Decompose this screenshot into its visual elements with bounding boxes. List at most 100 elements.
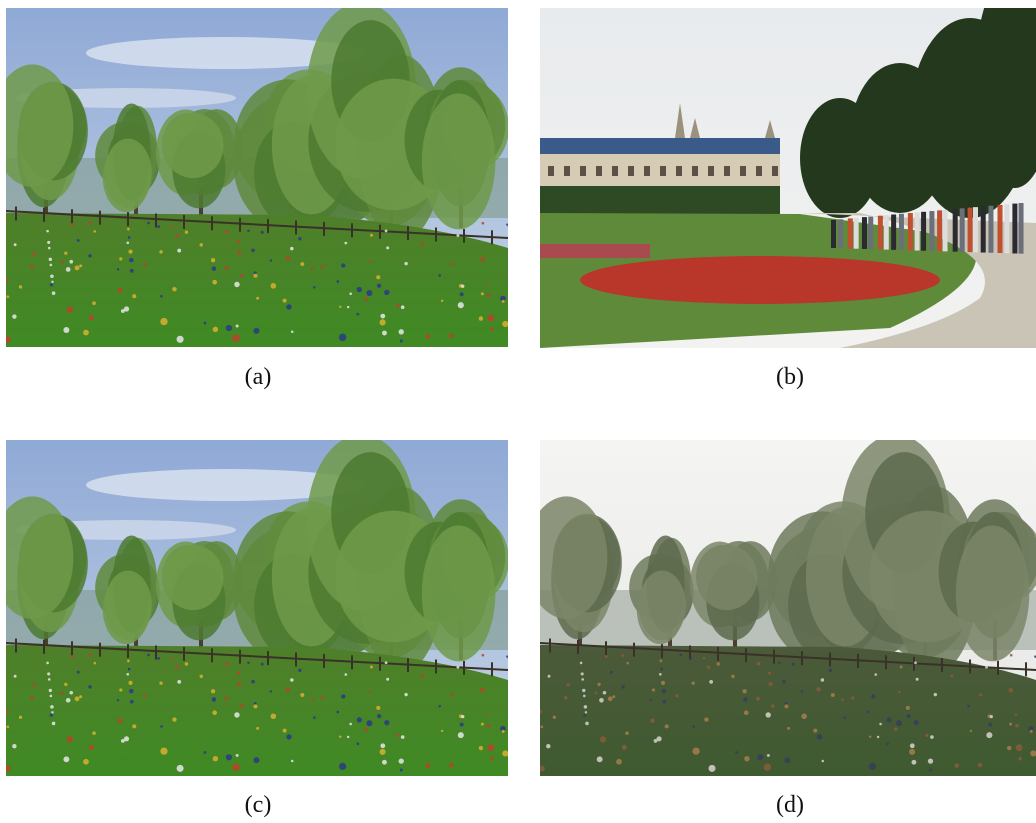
flower xyxy=(894,727,897,730)
flower xyxy=(160,725,163,728)
flower xyxy=(185,662,188,665)
flower xyxy=(1009,688,1013,692)
flower xyxy=(377,714,381,718)
flower xyxy=(128,668,131,671)
person xyxy=(899,214,904,250)
flower xyxy=(47,241,50,244)
flower xyxy=(175,234,178,237)
flower xyxy=(458,302,464,308)
flower xyxy=(954,763,959,768)
flower xyxy=(660,660,663,663)
foliage xyxy=(696,545,757,610)
flower xyxy=(692,725,695,728)
flower xyxy=(450,693,453,696)
person xyxy=(937,210,942,251)
flower xyxy=(356,313,359,316)
flower xyxy=(735,751,738,754)
flower xyxy=(357,717,362,722)
flower xyxy=(237,251,241,255)
flower xyxy=(92,301,96,305)
flower xyxy=(928,758,933,763)
flower xyxy=(482,654,485,657)
person xyxy=(973,207,978,252)
flower xyxy=(986,732,992,738)
flower xyxy=(83,759,89,765)
window xyxy=(756,166,762,176)
flower xyxy=(6,295,9,298)
grass xyxy=(6,645,508,776)
flower xyxy=(336,711,339,714)
flower xyxy=(581,672,584,675)
flower xyxy=(313,716,316,719)
flower xyxy=(900,666,903,669)
flower xyxy=(124,736,129,741)
flower xyxy=(460,723,464,727)
flower xyxy=(597,756,603,762)
flower xyxy=(950,674,953,677)
caption: (a) xyxy=(158,364,358,391)
flower xyxy=(449,763,454,768)
flower xyxy=(404,693,407,696)
flower xyxy=(660,668,663,671)
flower xyxy=(261,231,264,234)
flower xyxy=(768,672,771,675)
flower xyxy=(851,696,854,699)
flower xyxy=(369,260,371,262)
flower xyxy=(625,731,629,735)
flower xyxy=(369,691,371,693)
flower xyxy=(801,713,807,719)
person xyxy=(1004,204,1009,253)
flower xyxy=(93,662,96,665)
flower xyxy=(77,671,80,674)
flower xyxy=(117,288,122,293)
person xyxy=(878,216,883,250)
flower xyxy=(385,230,388,233)
flower xyxy=(659,673,662,676)
flower xyxy=(63,756,69,762)
flower xyxy=(376,706,380,710)
flower xyxy=(347,736,349,738)
flower xyxy=(1030,730,1033,733)
window xyxy=(612,166,618,176)
flower xyxy=(177,336,184,343)
flower xyxy=(119,688,122,691)
flower xyxy=(399,758,404,763)
flower xyxy=(364,297,367,300)
image-c xyxy=(6,440,508,776)
flower xyxy=(583,695,586,698)
flower xyxy=(764,763,771,770)
flower xyxy=(232,334,240,342)
foliage xyxy=(105,139,152,208)
flower xyxy=(801,690,803,692)
flower xyxy=(128,236,131,239)
flower xyxy=(127,228,130,231)
flower xyxy=(816,687,820,691)
flower xyxy=(50,264,53,267)
flower xyxy=(66,698,71,703)
flower xyxy=(441,300,443,302)
person xyxy=(953,209,958,252)
flower xyxy=(50,695,53,698)
flower xyxy=(50,274,54,278)
flower xyxy=(449,334,454,339)
flower xyxy=(83,330,89,336)
flower xyxy=(127,660,130,663)
flower xyxy=(33,252,36,255)
flower xyxy=(425,334,430,339)
flower xyxy=(1010,654,1013,657)
image-a xyxy=(6,8,508,347)
flower xyxy=(129,258,134,263)
flower xyxy=(63,327,69,333)
flower xyxy=(441,730,443,732)
window xyxy=(580,166,586,176)
foliage xyxy=(105,571,152,640)
flower xyxy=(47,672,50,675)
flower xyxy=(286,687,290,691)
flower xyxy=(212,266,217,271)
flower xyxy=(130,700,134,704)
window xyxy=(644,166,650,176)
flower xyxy=(438,274,441,277)
flower xyxy=(69,260,73,264)
flower xyxy=(490,757,494,761)
flower xyxy=(290,678,293,681)
